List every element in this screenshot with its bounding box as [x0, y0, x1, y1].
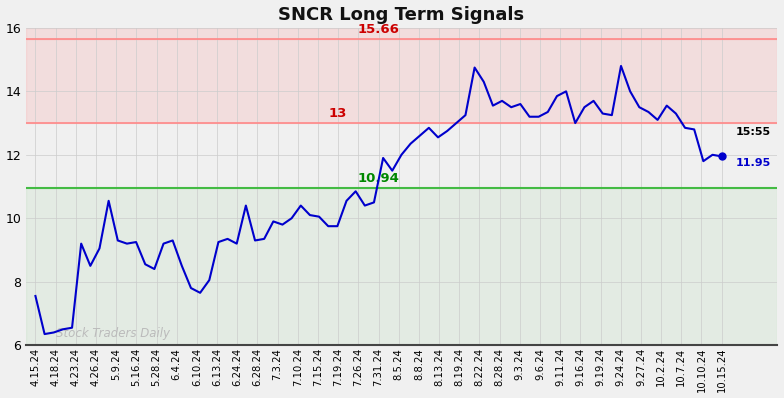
Bar — [27, 28, 776, 39]
Bar — [27, 188, 776, 345]
Text: 10.94: 10.94 — [358, 172, 400, 185]
Title: SNCR Long Term Signals: SNCR Long Term Signals — [278, 6, 524, 23]
Text: 13: 13 — [329, 107, 347, 120]
Text: 15.66: 15.66 — [358, 23, 400, 35]
Text: 15:55: 15:55 — [735, 127, 771, 137]
Text: Stock Traders Daily: Stock Traders Daily — [56, 328, 169, 340]
Bar — [27, 39, 776, 123]
Text: 11.95: 11.95 — [735, 158, 771, 168]
